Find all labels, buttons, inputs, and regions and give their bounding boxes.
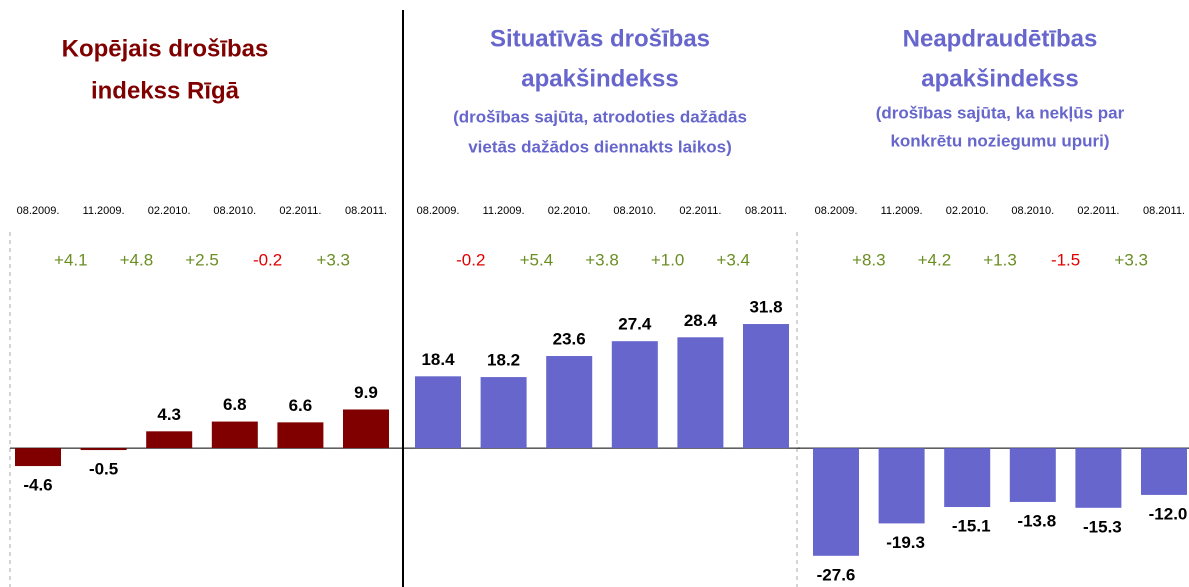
bar bbox=[80, 448, 127, 451]
chart-title: indekss Rīgā bbox=[91, 77, 240, 104]
chart-title: apakšindekss bbox=[921, 65, 1078, 92]
bar bbox=[1075, 448, 1122, 508]
change-label: -1.5 bbox=[1051, 250, 1080, 269]
value-label: -15.1 bbox=[952, 517, 991, 536]
value-label: 28.4 bbox=[684, 311, 718, 330]
value-label: -0.5 bbox=[89, 460, 118, 479]
chart-subtitle: vietās dažādos diennakts laikos) bbox=[468, 137, 732, 156]
x-tick-label: 08.2011. bbox=[345, 205, 387, 217]
change-label: +4.1 bbox=[54, 250, 88, 269]
x-tick-label: 02.2011. bbox=[279, 205, 321, 217]
bar bbox=[611, 341, 658, 449]
bar bbox=[944, 448, 991, 508]
x-tick-label: 08.2009. bbox=[417, 205, 460, 217]
bar bbox=[677, 337, 724, 449]
bar bbox=[1009, 448, 1056, 502]
change-label: +4.8 bbox=[120, 250, 154, 269]
x-tick-label: 11.2009. bbox=[83, 205, 125, 217]
bar bbox=[15, 448, 61, 467]
value-label: -15.3 bbox=[1083, 517, 1122, 536]
chart-title: Neapdraudētības bbox=[903, 25, 1098, 52]
value-label: -12.0 bbox=[1149, 504, 1188, 523]
bar bbox=[480, 377, 527, 449]
chart-subtitle: (drošības sajūta, ka nekļūs par bbox=[876, 103, 1125, 122]
bar bbox=[415, 376, 461, 449]
x-tick-label: 02.2010. bbox=[946, 205, 989, 217]
x-tick-label: 08.2010. bbox=[213, 205, 256, 217]
value-label: 18.4 bbox=[421, 350, 455, 369]
chart-subtitle: (drošības sajūta, atrodoties dažādās bbox=[453, 107, 747, 126]
change-label: +3.3 bbox=[316, 250, 350, 269]
x-tick-label: 02.2011. bbox=[679, 205, 721, 217]
value-label: 6.8 bbox=[223, 395, 247, 414]
bar bbox=[211, 421, 258, 449]
value-label: 23.6 bbox=[553, 330, 586, 349]
x-tick-label: 02.2010. bbox=[148, 205, 191, 217]
value-label: 9.9 bbox=[354, 383, 378, 402]
x-tick-label: 02.2011. bbox=[1077, 205, 1119, 217]
value-label: 27.4 bbox=[618, 315, 652, 334]
x-tick-label: 11.2009. bbox=[881, 205, 923, 217]
value-label: 6.6 bbox=[289, 396, 313, 415]
change-label: +1.0 bbox=[651, 250, 685, 269]
value-label: -4.6 bbox=[23, 476, 52, 495]
chart-title: Situatīvās drošības bbox=[490, 25, 710, 52]
x-tick-label: 02.2010. bbox=[548, 205, 591, 217]
x-tick-label: 08.2011. bbox=[1143, 205, 1185, 217]
bar bbox=[878, 448, 925, 524]
change-label: +3.3 bbox=[1114, 250, 1148, 269]
x-tick-label: 08.2010. bbox=[613, 205, 656, 217]
value-label: -13.8 bbox=[1017, 511, 1056, 530]
bar bbox=[277, 422, 324, 449]
x-tick-label: 08.2009. bbox=[815, 205, 858, 217]
change-label: -0.2 bbox=[253, 250, 282, 269]
change-label: +3.4 bbox=[716, 250, 750, 269]
value-label: -27.6 bbox=[817, 565, 856, 584]
bar bbox=[343, 409, 389, 449]
value-label: 31.8 bbox=[749, 298, 782, 317]
change-label: +4.2 bbox=[918, 250, 952, 269]
x-tick-label: 08.2010. bbox=[1011, 205, 1054, 217]
bar bbox=[546, 356, 593, 449]
change-label: +5.4 bbox=[520, 250, 554, 269]
change-label: +8.3 bbox=[852, 250, 886, 269]
value-label: 4.3 bbox=[157, 405, 181, 424]
change-label: +2.5 bbox=[185, 250, 219, 269]
bar bbox=[146, 431, 193, 449]
change-label: +1.3 bbox=[983, 250, 1017, 269]
change-label: -0.2 bbox=[456, 250, 485, 269]
x-tick-label: 08.2011. bbox=[745, 205, 787, 217]
bar bbox=[743, 324, 789, 449]
bar bbox=[813, 448, 859, 556]
chart-title: Kopējais drošības bbox=[62, 35, 269, 62]
chart-title: apakšindekss bbox=[521, 65, 678, 92]
chart-subtitle: konkrētu noziegumu upuri) bbox=[890, 131, 1109, 150]
value-label: 18.2 bbox=[487, 351, 520, 370]
x-tick-label: 08.2009. bbox=[17, 205, 60, 217]
value-label: -19.3 bbox=[886, 533, 925, 552]
x-tick-label: 11.2009. bbox=[483, 205, 525, 217]
bar bbox=[1141, 448, 1187, 495]
change-label: +3.8 bbox=[585, 250, 619, 269]
